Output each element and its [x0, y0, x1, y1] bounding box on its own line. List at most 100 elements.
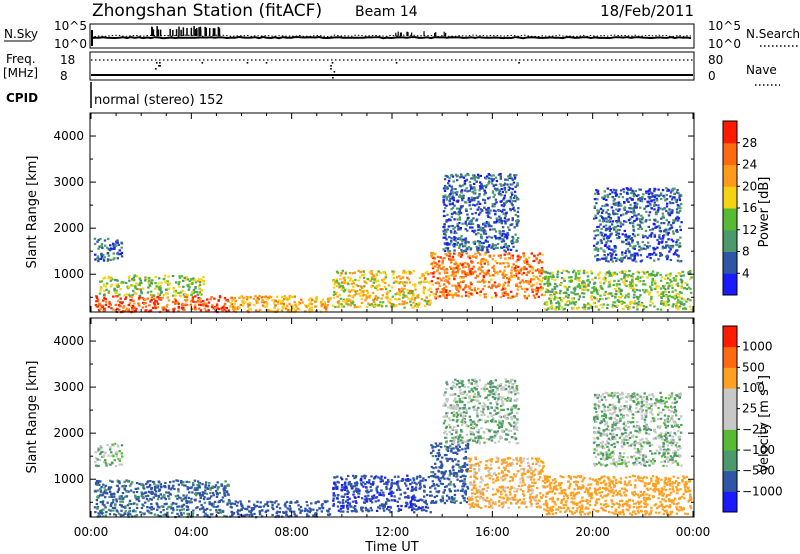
scatter-cell [653, 208, 656, 211]
scatter-cell [423, 280, 426, 283]
scatter-cell [194, 308, 197, 311]
scatter-cell [650, 191, 653, 194]
scatter-cell [258, 513, 262, 516]
power-colorbar-label: Power [dB] [757, 177, 772, 248]
scatter-cell [640, 214, 643, 217]
scatter-cell [526, 281, 529, 284]
scatter-cell [570, 291, 573, 294]
scatter-cell [167, 275, 170, 278]
scatter-cell [450, 261, 453, 264]
scatter-cell [605, 198, 608, 201]
scatter-cell [338, 285, 342, 288]
scatter-cell [135, 498, 138, 501]
scatter-cell [486, 250, 489, 253]
scatter-cell [384, 288, 388, 291]
scatter-cell [503, 217, 507, 220]
scatter-cell [415, 483, 418, 486]
scatter-cell [391, 491, 395, 494]
scatter-cell [545, 303, 549, 306]
scatter-cell [412, 301, 415, 304]
scatter-cell [242, 299, 245, 302]
scatter-cell [443, 268, 446, 271]
scatter-cell [637, 197, 640, 200]
scatter-cell [256, 301, 260, 304]
scatter-cell [198, 293, 201, 296]
scatter-cell [178, 281, 181, 284]
scatter-cell [297, 303, 300, 306]
scatter-cell [118, 497, 121, 500]
scatter-cell [607, 260, 610, 263]
scatter-cell [532, 283, 535, 286]
scatter-cell [284, 505, 287, 508]
scatter-cell [172, 502, 175, 505]
scatter-cell [644, 229, 648, 232]
scatter-cell [280, 309, 284, 312]
scatter-cell [146, 509, 149, 512]
scatter-cell [112, 509, 115, 512]
scatter-cell [265, 305, 268, 308]
scatter-cell [104, 506, 107, 509]
scatter-cell [470, 283, 473, 286]
scatter-cell [551, 305, 554, 308]
scatter-cell [621, 270, 624, 273]
scatter-cell [656, 271, 659, 274]
scatter-cell [649, 287, 653, 290]
scatter-cell [113, 278, 117, 282]
scatter-cell [153, 482, 156, 485]
scatter-cell [458, 252, 461, 255]
scatter-cell [483, 253, 486, 256]
scatter-cell [593, 288, 596, 291]
scatter-cell [456, 222, 459, 226]
scatter-cell [150, 492, 154, 495]
scatter-cell [643, 272, 646, 275]
scatter-cell [511, 295, 514, 298]
scatter-cell [513, 275, 516, 278]
scatter-cell [340, 272, 343, 275]
scatter-cell [547, 284, 550, 287]
scatter-cell [456, 489, 460, 492]
scatter-cell [152, 294, 156, 298]
scatter-cell [343, 493, 347, 496]
scatter-cell [443, 231, 447, 234]
scatter-cell [425, 300, 428, 303]
scatter-cell [362, 485, 365, 488]
scatter-cell [590, 272, 594, 275]
scatter-cell [137, 495, 140, 498]
scatter-cell [430, 290, 433, 294]
scatter-cell [342, 510, 345, 513]
scatter-cell [132, 299, 135, 302]
scatter-cell [483, 232, 486, 235]
scatter-cell [403, 302, 406, 305]
scatter-cell [116, 479, 119, 482]
scatter-cell [496, 187, 499, 190]
scatter-cell [103, 289, 106, 292]
scatter-cell [649, 229, 652, 232]
scatter-cell [588, 304, 592, 307]
scatter-cell [167, 299, 171, 302]
scatter-cell [613, 301, 617, 304]
scatter-cell [661, 247, 664, 250]
scatter-cell [369, 489, 373, 492]
scatter-cell [515, 269, 518, 272]
scatter-cell [544, 301, 547, 304]
scatter-cell [551, 271, 554, 274]
scatter-cell [344, 483, 347, 486]
scatter-cell [503, 188, 507, 192]
scatter-cell [285, 500, 289, 504]
scatter-cell [216, 481, 219, 484]
scatter-cell [430, 494, 433, 497]
scatter-cell [445, 204, 448, 207]
scatter-cell [498, 230, 501, 233]
scatter-cell [690, 276, 693, 279]
scatter-cell [631, 284, 634, 287]
scatter-cell [459, 212, 462, 215]
scatter-cell [574, 300, 578, 304]
scatter-cell [138, 304, 141, 307]
scatter-cell [145, 482, 148, 486]
scatter-cell [286, 507, 289, 510]
scatter-cell [547, 290, 550, 293]
scatter-cell [499, 233, 502, 236]
scatter-cell [474, 212, 477, 215]
scatter-cell [501, 230, 505, 233]
scatter-cell [517, 269, 521, 272]
